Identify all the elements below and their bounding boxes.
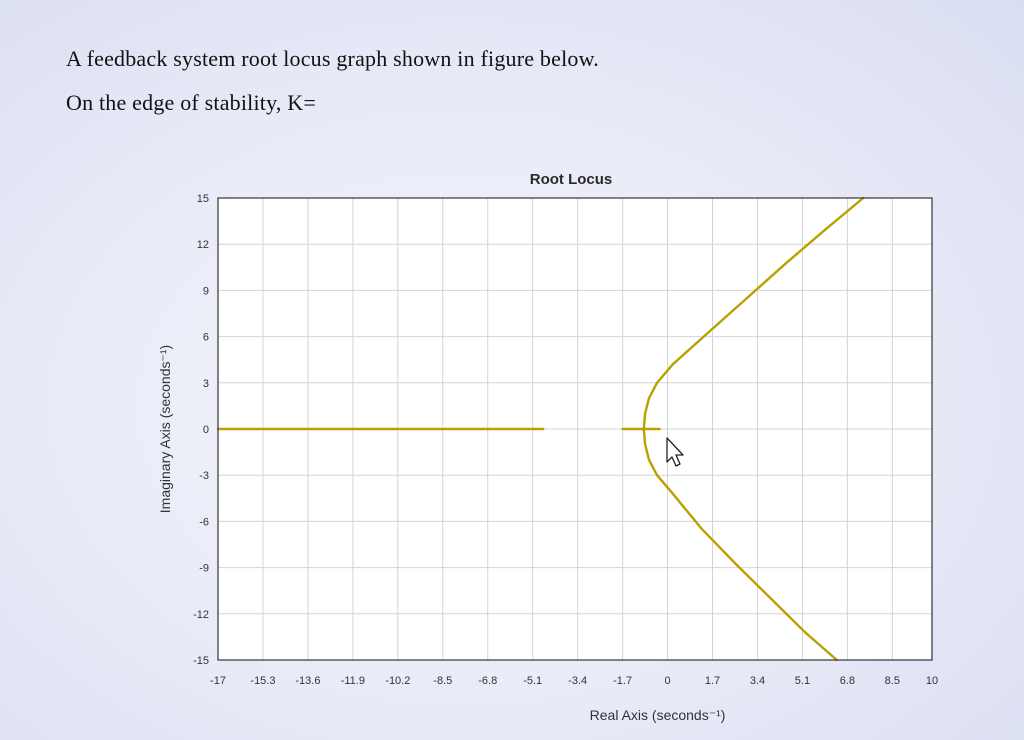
y-tick-label: 9 — [203, 285, 209, 297]
series-layer — [216, 196, 865, 662]
y-tick-label: 12 — [197, 239, 209, 251]
y-tick-label: -9 — [199, 563, 209, 575]
x-tick-label: 6.8 — [840, 675, 855, 687]
y-tick-label: -6 — [199, 516, 209, 528]
plot-frame — [217, 197, 933, 661]
x-tick-label: -13.6 — [295, 675, 320, 687]
y-tick-label: 3 — [203, 378, 209, 390]
x-axis-label: Real Axis (seconds⁻¹) — [590, 707, 726, 723]
y-tick-label: -3 — [199, 470, 209, 482]
x-tick-label: -15.3 — [250, 675, 275, 687]
x-tick-labels: -17 -15.3 -13.6 -11.9 -10.2 -8.5 -6.8 -5.1 -3.4 -… — [210, 675, 938, 687]
y-tick-label: 0 — [203, 424, 209, 436]
chart-title-wrap: Root Locus — [0, 171, 1024, 188]
x-tick-label: 3.4 — [750, 675, 765, 687]
y-tick-label: -15 — [193, 655, 209, 667]
x-tick-label: 1.7 — [705, 675, 720, 687]
x-tick-label: -17 — [210, 675, 226, 687]
locus-branch-4 — [642, 427, 838, 662]
x-tick-label: 8.5 — [885, 675, 900, 687]
chart-title: Root Locus — [529, 171, 613, 188]
question-line-1: A feedback system root locus graph shown… — [66, 46, 599, 71]
y-tick-label: 15 — [197, 193, 209, 205]
x-tick-label: -5.1 — [523, 675, 542, 687]
x-tick-label: 0 — [664, 675, 670, 687]
locus-branch-3 — [642, 196, 865, 431]
x-tick-label: 5.1 — [795, 675, 810, 687]
question-line-2: On the edge of stability, K= — [66, 90, 316, 115]
x-tick-label: -3.4 — [568, 675, 587, 687]
y-tick-labels: 15 12 9 6 3 0 -3 -6 -9 -12 -15 — [193, 193, 209, 667]
x-tick-label: -11.9 — [341, 675, 365, 687]
y-tick-label: 6 — [203, 332, 209, 344]
x-tick-label: -1.7 — [613, 675, 632, 687]
y-tick-label: -12 — [193, 609, 209, 621]
x-tick-label: -6.8 — [478, 675, 497, 687]
x-tick-label: 10 — [926, 675, 938, 687]
y-axis-label: Imaginary Axis (seconds⁻¹) — [157, 345, 173, 513]
x-tick-label: -10.2 — [385, 675, 410, 687]
mouse-cursor-icon — [666, 437, 684, 467]
x-tick-label: -8.5 — [433, 675, 452, 687]
